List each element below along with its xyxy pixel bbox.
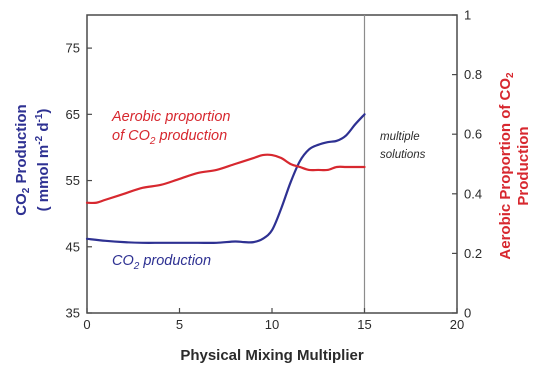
aerobic-annotation-subscript: 2	[149, 136, 156, 147]
left-y-axis-units: ( mmol m-2 d-1)	[34, 109, 52, 212]
aerobic-proportion-line	[85, 153, 366, 205]
left-y-tick-label: 55	[66, 173, 80, 188]
x-axis-ticks: 0 5 10 15 20	[83, 308, 464, 332]
left-y-axis-title-subscript: 2	[21, 187, 32, 193]
left-y-axis-title-co: CO	[13, 193, 30, 216]
aerobic-annotation-line1: Aerobic proportion	[111, 109, 231, 125]
left-y-axis-units-exp2: -1	[34, 113, 45, 122]
left-y-axis-ticks: 35 45 55 65 75	[66, 41, 92, 321]
aerobic-annotation-rest: production	[155, 128, 227, 144]
right-y-tick-label: 0.6	[464, 127, 482, 142]
co2-annotation: CO2 production	[112, 253, 211, 272]
multiple-solutions-line1: multiple	[380, 131, 420, 143]
x-tick-label: 10	[265, 317, 279, 332]
aerobic-annotation: Aerobic proportion of CO2 production	[111, 109, 235, 147]
co2-annotation-rest: production	[139, 253, 211, 269]
co2-annotation-subscript: 2	[133, 261, 140, 272]
aerobic-annotation-line2: of CO2 production	[112, 128, 227, 147]
left-y-axis-units-mid: d	[35, 122, 52, 135]
left-y-axis-units-open: ( mmol m	[35, 145, 52, 212]
left-y-tick-label: 65	[66, 107, 80, 122]
co2-production-line	[85, 113, 366, 245]
right-y-axis-title-line2: Production	[515, 126, 532, 205]
right-y-tick-label: 0	[464, 306, 471, 321]
right-y-axis-title-subscript: 2	[505, 72, 516, 78]
left-y-axis-units-exp1: -2	[34, 135, 45, 144]
left-y-tick-label: 45	[66, 239, 80, 254]
x-tick-label: 20	[450, 317, 464, 332]
x-tick-label: 0	[83, 317, 90, 332]
left-y-axis-title: CO2 Production	[13, 104, 32, 215]
left-y-axis-units-close: )	[35, 109, 52, 114]
left-y-axis-title-rest: Production	[13, 104, 30, 187]
right-y-axis-ticks: 0 0.2 0.4 0.6 0.8 1	[452, 8, 482, 321]
x-tick-label: 15	[357, 317, 371, 332]
multiple-solutions-line2: solutions	[380, 149, 426, 161]
right-y-tick-label: 0.8	[464, 67, 482, 82]
right-y-axis-title: Aerobic Proportion of CO2	[497, 72, 516, 260]
left-y-tick-label: 75	[66, 41, 80, 56]
series-layer	[85, 113, 366, 245]
right-y-tick-label: 0.2	[464, 246, 482, 261]
left-y-tick-label: 35	[66, 306, 80, 321]
co2-annotation-co: CO	[112, 253, 134, 269]
x-axis-title: Physical Mixing Multiplier	[180, 347, 364, 364]
right-y-axis-title-main: Aerobic Proportion of CO	[497, 78, 514, 260]
right-y-tick-label: 1	[464, 8, 471, 23]
aerobic-annotation-co: of CO	[112, 128, 150, 144]
multiple-solutions-annotation: multiple solutions	[380, 131, 426, 161]
right-y-tick-label: 0.4	[464, 186, 482, 201]
x-tick-label: 5	[176, 317, 183, 332]
